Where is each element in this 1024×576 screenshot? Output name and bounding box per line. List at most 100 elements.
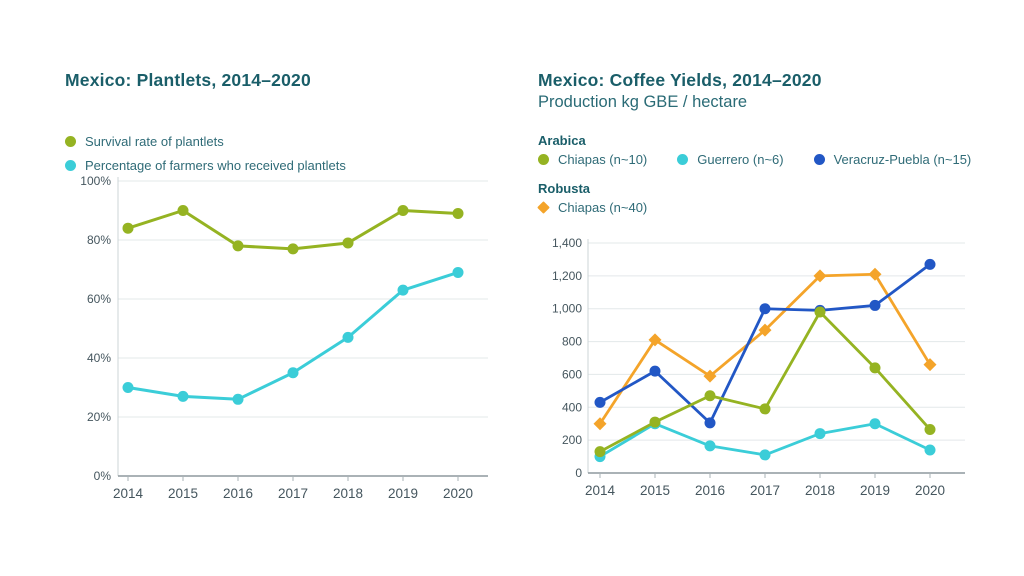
gridlines [588, 242, 965, 441]
data-point [287, 243, 299, 255]
y-tick-label: 600 [562, 367, 582, 381]
y-tick-label: 60% [87, 292, 111, 306]
x-tick-label: 2014 [585, 483, 616, 498]
x-tick-label: 2020 [443, 486, 473, 501]
y-tick-label: 200 [562, 433, 582, 447]
data-point [593, 417, 607, 431]
legend-item-farmers-received: Percentage of farmers who received plant… [65, 158, 346, 173]
data-point [452, 207, 464, 219]
x-tick-label: 2016 [695, 483, 725, 498]
y-tick-label: 1,400 [552, 236, 582, 250]
series-Veracruz-Puebla (n~15) [594, 258, 936, 429]
axis-labels: 0 200 400 600 800 1,000 1,200 1,400 2014 2015 2016… [552, 236, 945, 498]
data-point [924, 444, 936, 456]
plantlets-legend: Survival rate of plantlets Percentage of… [65, 134, 346, 182]
x-tick-label: 2015 [168, 486, 198, 501]
data-point [924, 423, 936, 435]
data-point [704, 440, 716, 452]
data-point [452, 266, 464, 278]
data-point [649, 365, 661, 377]
diamond-marker-icon [537, 201, 550, 214]
series-Percentage of farmers who received plantlets [122, 266, 464, 405]
legend-label: Veracruz-Puebla (n~15) [833, 152, 972, 167]
legend-item-veracruz-puebla: Veracruz-Puebla (n~15) [813, 152, 972, 167]
x-tick-label: 2019 [388, 486, 418, 501]
robusta-legend: Chiapas (n~40) [537, 200, 648, 215]
data-point [868, 267, 882, 281]
legend-label: Guerrero (n~6) [697, 152, 784, 167]
data-point [869, 362, 881, 374]
axes [587, 239, 965, 478]
y-tick-label: 0% [94, 469, 112, 483]
data-point [594, 396, 606, 408]
data-point [648, 333, 662, 347]
coffee-yields-chart-subtitle: Production kg GBE / hectare [538, 93, 748, 111]
data-point [758, 323, 772, 337]
data-point [397, 205, 409, 216]
data-point [177, 205, 189, 216]
data-point [869, 299, 881, 311]
data-point [814, 306, 826, 318]
y-tick-label: 800 [562, 335, 582, 349]
plantlets-line-chart: 0% 20% 40% 60% 80% 100% 2014 2015 2016 2017 2018 20… [80, 175, 488, 501]
data-point [122, 222, 134, 234]
y-tick-label: 400 [562, 400, 582, 414]
coffee-yields-line-chart: 0 200 400 600 800 1,000 1,200 1,400 2014 2015 2016… [552, 236, 965, 498]
legend-item-chiapas-arabica: Chiapas (n~10) [538, 152, 647, 167]
data-point [232, 240, 244, 252]
data-point [342, 331, 354, 343]
series-Survival rate of plantlets [122, 205, 464, 255]
y-tick-label: 100% [80, 175, 111, 188]
legend-group-arabica: Arabica [538, 133, 586, 148]
data-point [923, 358, 937, 372]
x-tick-label: 2015 [640, 483, 670, 498]
axis-labels: 0% 20% 40% 60% 80% 100% 2014 2015 2016 2017 2018 20… [80, 175, 473, 501]
data-point [177, 390, 189, 402]
data-point [704, 390, 716, 402]
y-tick-label: 20% [87, 410, 111, 424]
data-point [759, 449, 771, 461]
data-point [759, 403, 771, 415]
x-tick-label: 2016 [223, 486, 253, 501]
y-tick-label: 80% [87, 233, 111, 247]
y-tick-label: 1,200 [552, 269, 582, 283]
legend-label: Survival rate of plantlets [85, 134, 224, 149]
data-point [122, 382, 134, 393]
legend-label: Chiapas (n~40) [558, 200, 648, 215]
x-tick-label: 2017 [750, 483, 780, 498]
arabica-legend: Chiapas (n~10) Guerrero (n~6) Veracruz-P… [538, 152, 971, 167]
legend-label: Percentage of farmers who received plant… [85, 158, 346, 173]
circle-marker-icon [538, 154, 549, 165]
data-point [232, 393, 244, 405]
data-point [814, 428, 826, 440]
series-Chiapas (n~10) [594, 306, 936, 458]
circle-marker-icon [813, 154, 825, 165]
circle-marker-icon [65, 160, 76, 171]
data-point [869, 418, 881, 430]
data-point [924, 258, 936, 270]
data-point [703, 369, 717, 383]
coffee-yields-chart-title: Mexico: Coffee Yields, 2014–2020 [538, 70, 822, 90]
x-tick-label: 2018 [333, 486, 363, 501]
plantlets-chart-title: Mexico: Plantlets, 2014–2020 [65, 70, 311, 90]
data-point [397, 284, 409, 296]
data-point [704, 417, 716, 429]
series-Chiapas (n~40) [593, 267, 937, 431]
circle-marker-icon [677, 154, 689, 165]
data-point [759, 303, 771, 315]
data-point [287, 367, 299, 379]
data-point [649, 416, 661, 428]
circle-marker-icon [65, 136, 76, 147]
x-tick-label: 2014 [113, 486, 144, 501]
legend-item-guerrero: Guerrero (n~6) [677, 152, 784, 167]
legend-label: Chiapas (n~10) [558, 152, 648, 167]
data-point [342, 237, 354, 249]
y-tick-label: 0 [575, 466, 582, 480]
legend-group-robusta: Robusta [538, 181, 590, 196]
x-tick-label: 2020 [915, 483, 945, 498]
legend-item-survival-rate: Survival rate of plantlets [65, 134, 346, 149]
y-tick-label: 1,000 [552, 302, 582, 316]
y-tick-label: 40% [87, 351, 111, 365]
x-tick-label: 2018 [805, 483, 835, 498]
